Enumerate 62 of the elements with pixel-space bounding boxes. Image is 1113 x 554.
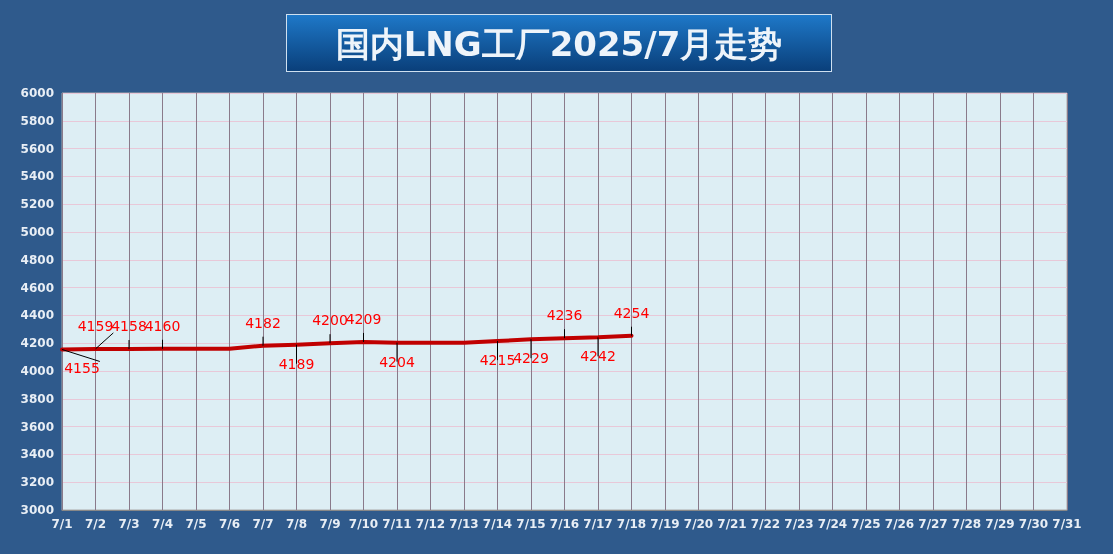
x-tick-label: 7/30 [1018,517,1049,531]
y-tick-label: 5600 [20,141,54,156]
y-tick-label: 5800 [20,113,54,128]
x-tick-label: 7/17 [583,517,613,531]
x-tick-label: 7/6 [218,517,241,531]
x-tick-label: 7/26 [884,517,915,531]
y-tick-label: 5400 [20,169,54,184]
x-tick-label: 7/27 [918,517,948,531]
y-tick-label: 3200 [20,475,54,490]
y-tick-label: 4400 [20,308,54,323]
x-tick-label: 7/13 [449,517,479,531]
x-tick-label: 7/12 [415,517,446,531]
x-tick-label: 7/24 [817,517,848,531]
x-tick-label: 7/25 [851,517,881,531]
y-tick-label: 4000 [20,364,54,378]
data-label: 4254 [613,304,650,321]
y-tick-label: 5200 [20,197,54,212]
y-tick-label: 3400 [20,447,54,462]
x-tick-label: 7/7 [252,517,274,531]
y-tick-label: 4600 [20,280,54,295]
data-label: 4155 [64,360,100,377]
x-tick-label: 7/28 [951,517,982,531]
y-tick-label: 3800 [20,391,54,406]
y-tick-label: 6000 [20,86,54,100]
x-tick-label: 7/18 [616,517,647,531]
x-tick-label: 7/10 [348,517,379,531]
x-tick-label: 7/5 [185,517,207,531]
x-tick-label: 7/14 [482,517,513,531]
x-tick-label: 7/20 [683,517,714,531]
x-tick-label: 7/9 [319,517,341,531]
x-tick-label: 7/23 [784,517,814,531]
data-label: 4189 [278,355,315,372]
y-tick-label: 4800 [20,252,54,267]
data-label: 4209 [345,310,382,327]
x-tick-label: 7/2 [84,517,107,531]
x-tick-label: 7/31 [1052,517,1082,531]
data-label: 4242 [580,348,616,365]
y-tick-label: 3000 [20,503,54,517]
data-label: 4160 [144,317,181,334]
data-label: 4204 [379,353,415,370]
y-tick-label: 4200 [20,336,54,351]
data-label: 4182 [245,314,281,331]
x-tick-label: 7/11 [382,517,412,531]
x-tick-label: 7/16 [549,517,580,531]
y-tick-label: 3600 [20,419,54,434]
x-tick-label: 7/8 [285,517,308,531]
x-tick-label: 7/29 [985,517,1015,531]
data-label: 4159 [77,317,114,334]
x-tick-label: 7/15 [516,517,546,531]
x-tick-label: 7/4 [151,517,174,531]
chart-title: 国内LNG工厂2025/7月走势 [286,14,832,72]
x-tick-label: 7/1 [51,517,73,531]
x-tick-label: 7/19 [650,517,680,531]
data-label: 4200 [312,312,348,329]
y-tick-label: 5000 [20,225,54,239]
x-tick-label: 7/21 [717,517,747,531]
data-label: 4229 [513,350,549,367]
line-series [60,333,634,352]
x-tick-label: 7/3 [118,517,140,531]
data-label: 4158 [111,318,147,335]
data-label: 4236 [546,307,583,324]
x-tick-label: 7/22 [750,517,781,531]
